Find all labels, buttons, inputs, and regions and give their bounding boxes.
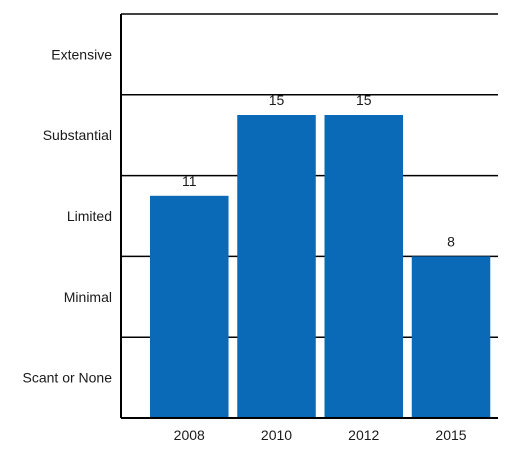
bar-value-label: 15 (356, 92, 372, 108)
x-tick-label: 2015 (435, 427, 466, 443)
y-band-label: Substantial (43, 127, 112, 143)
bar-value-label: 11 (182, 173, 197, 189)
x-tick-label: 2012 (348, 427, 379, 443)
data-labels: 11 15 15 8 (182, 92, 455, 249)
x-tick-label: 2010 (261, 427, 292, 443)
bar-series (150, 115, 491, 418)
y-band-label: Extensive (51, 46, 112, 62)
x-axis-ticks: 2008 2010 2012 2015 (174, 427, 467, 443)
y-band-label: Limited (67, 208, 112, 224)
bar (324, 115, 404, 418)
bar-value-label: 15 (269, 92, 285, 108)
bar (237, 115, 316, 418)
x-tick-label: 2008 (174, 427, 205, 443)
bar (411, 256, 491, 418)
y-band-label: Scant or None (23, 370, 113, 386)
y-band-label: Minimal (64, 289, 112, 305)
bar-value-label: 8 (447, 233, 455, 249)
bar (150, 195, 229, 418)
